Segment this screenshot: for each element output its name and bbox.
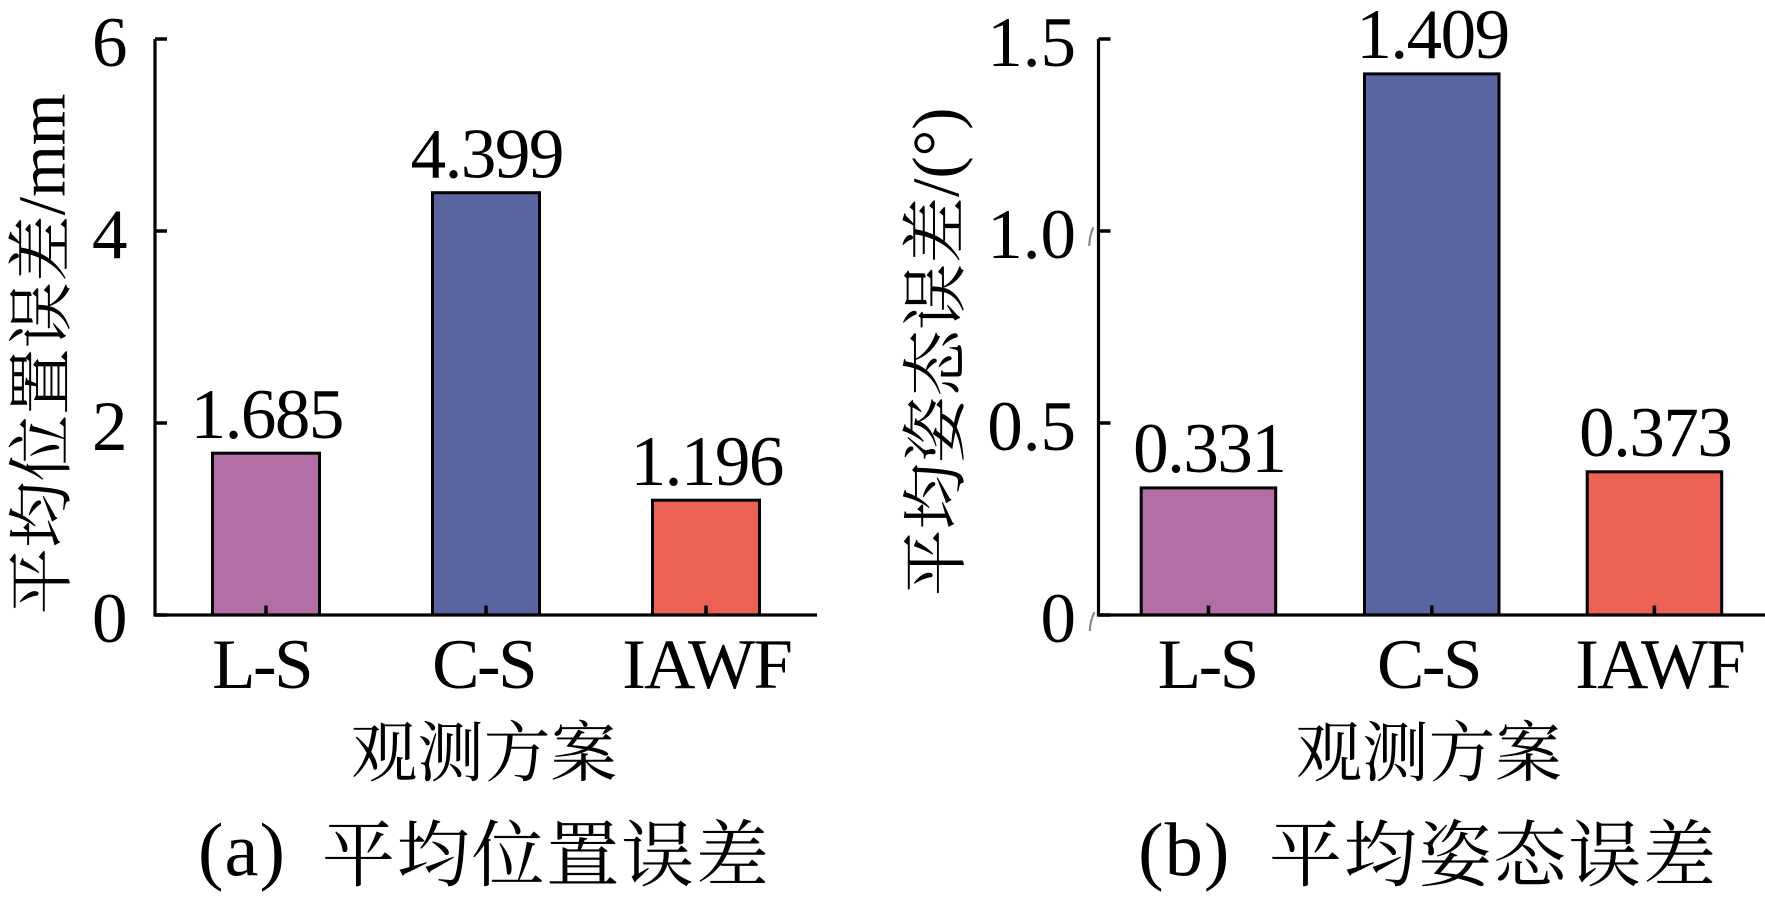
svg-text:1.5: 1.5 (987, 4, 1076, 82)
svg-text:L-S: L-S (212, 626, 311, 704)
svg-text:1.196: 1.196 (631, 423, 783, 501)
svg-text:C-S: C-S (432, 626, 535, 704)
svg-text:C-S: C-S (1377, 626, 1480, 704)
svg-text:0: 0 (92, 580, 128, 658)
svg-text:1.685: 1.685 (191, 376, 343, 454)
svg-text:0.373: 0.373 (1579, 394, 1731, 472)
svg-text:1.409: 1.409 (1356, 0, 1508, 74)
svg-text:L-S: L-S (1158, 626, 1257, 704)
svg-text:/mm: /mm (6, 93, 79, 215)
svg-text:IAWF: IAWF (1575, 626, 1744, 704)
svg-text:4.399: 4.399 (411, 116, 563, 194)
svg-text:(b): (b) (1138, 808, 1230, 893)
svg-text:0: 0 (1041, 580, 1077, 658)
svg-text:2: 2 (92, 388, 128, 466)
svg-text:0.5: 0.5 (987, 388, 1076, 466)
svg-text:IAWF: IAWF (622, 626, 791, 704)
svg-text:/(°): /(°) (901, 108, 974, 197)
svg-text:1.0: 1.0 (987, 196, 1076, 274)
svg-text:4: 4 (92, 196, 128, 274)
svg-text:(a): (a) (198, 808, 286, 893)
svg-text:0.331: 0.331 (1133, 410, 1285, 488)
svg-text:6: 6 (92, 4, 128, 82)
